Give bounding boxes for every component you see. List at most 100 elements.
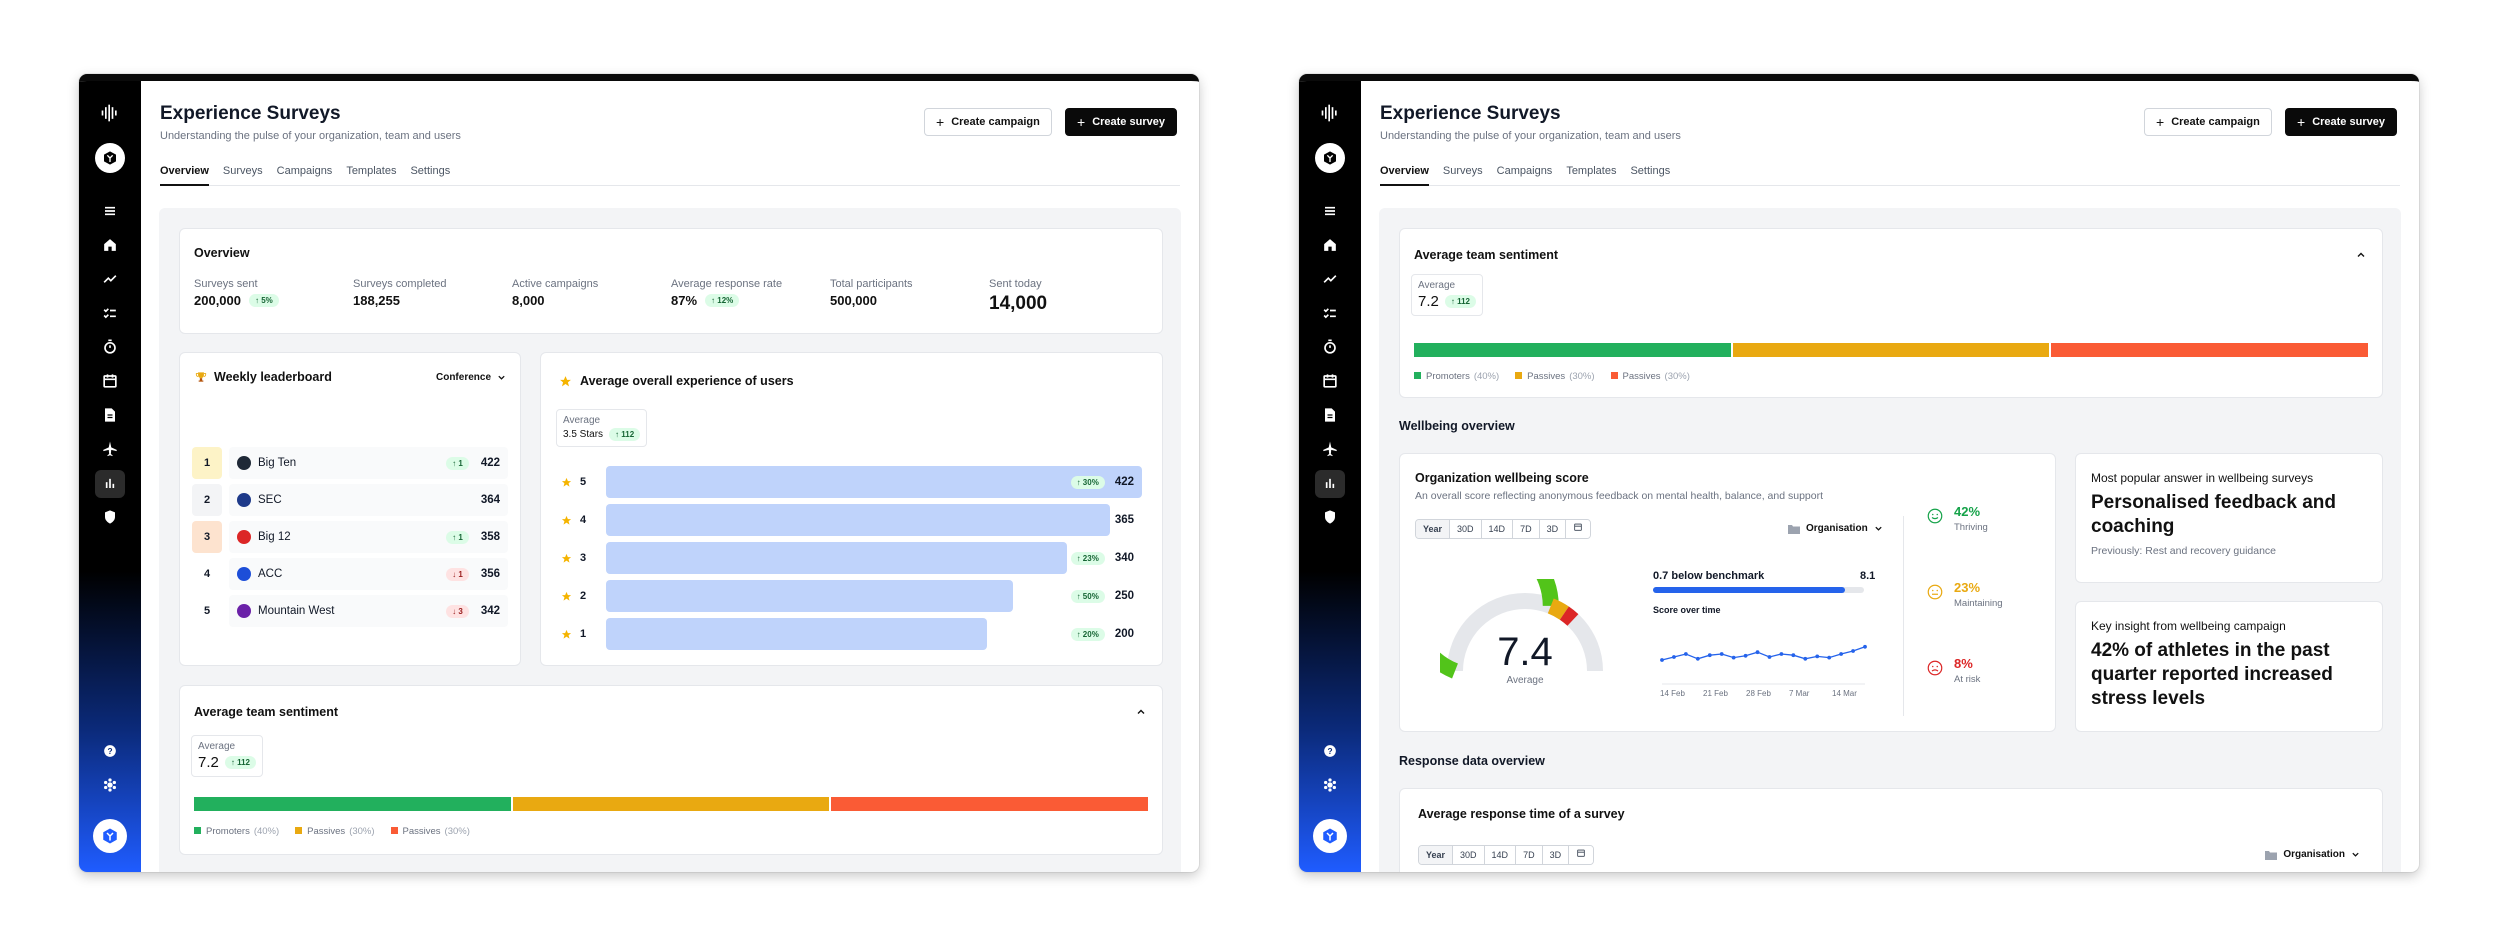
sentiment-bar bbox=[194, 797, 1148, 811]
trend-icon[interactable] bbox=[1299, 269, 1361, 289]
range-option[interactable]: 7D bbox=[1513, 520, 1540, 538]
rating-track: ↑ 20% 200 bbox=[606, 618, 1142, 650]
organisation-dropdown[interactable]: Organisation bbox=[1788, 523, 1883, 534]
neutral-face-icon bbox=[1927, 584, 1943, 600]
sentiment-title: Average team sentiment bbox=[194, 705, 339, 719]
range-option[interactable]: Year bbox=[1419, 846, 1454, 864]
create-campaign-button[interactable]: + Create campaign bbox=[2144, 108, 2272, 136]
checklist-icon[interactable] bbox=[1299, 303, 1361, 323]
stat-value: 87% ↑ 12% bbox=[671, 293, 830, 308]
tab-surveys[interactable]: Surveys bbox=[1442, 165, 1483, 177]
range-option[interactable]: 14D bbox=[1481, 520, 1514, 538]
sentiment-bar bbox=[1414, 343, 2368, 357]
waveform-logo-icon[interactable] bbox=[1299, 103, 1361, 123]
calendar-icon[interactable] bbox=[79, 371, 141, 391]
gauge-arc-low bbox=[1559, 606, 1579, 626]
stat-item: Surveys completed 188,255 bbox=[353, 278, 512, 315]
conference-logo-icon bbox=[237, 493, 251, 507]
page-subtitle: Understanding the pulse of your organiza… bbox=[160, 130, 461, 142]
tab-settings[interactable]: Settings bbox=[410, 165, 451, 177]
tab-templates[interactable]: Templates bbox=[1566, 165, 1617, 177]
conference-dropdown[interactable]: Conference bbox=[436, 372, 506, 383]
chevron-up-icon[interactable] bbox=[2356, 250, 2366, 260]
home-icon[interactable] bbox=[1299, 235, 1361, 255]
waveform-logo-icon[interactable] bbox=[79, 103, 141, 123]
range-option[interactable]: 14D bbox=[1484, 846, 1517, 864]
benchmark-text: 0.7 below benchmark bbox=[1653, 570, 1765, 582]
range-option[interactable]: Year bbox=[1416, 520, 1451, 538]
create-campaign-label: Create campaign bbox=[2171, 116, 2260, 128]
leaderboard-row[interactable]: 5 Mountain West ↓ 3 342 bbox=[192, 595, 508, 627]
menu-icon[interactable] bbox=[1299, 201, 1361, 221]
tab-settings[interactable]: Settings bbox=[1630, 165, 1671, 177]
settings-icon[interactable] bbox=[79, 775, 141, 795]
document-icon[interactable] bbox=[1299, 405, 1361, 425]
shield-icon[interactable] bbox=[79, 507, 141, 527]
timer-icon[interactable] bbox=[1299, 337, 1361, 357]
avatar-logo-icon[interactable] bbox=[1299, 819, 1361, 853]
timer-icon[interactable] bbox=[79, 337, 141, 357]
trend-point bbox=[1791, 653, 1796, 658]
tab-surveys[interactable]: Surveys bbox=[222, 165, 263, 177]
tab-templates[interactable]: Templates bbox=[346, 165, 397, 177]
legend-pct: (30%) bbox=[444, 826, 470, 837]
trend-point bbox=[1743, 653, 1748, 658]
trend-line bbox=[1661, 646, 1866, 661]
mood-label: Thriving bbox=[1954, 522, 1988, 533]
stat-label: Total participants bbox=[830, 278, 913, 290]
leaderboard-row[interactable]: 4 ACC ↓ 1 356 bbox=[192, 558, 508, 590]
tab-overview[interactable]: Overview bbox=[1380, 162, 1429, 186]
stat-item: Average response rate 87% ↑ 12% bbox=[671, 278, 830, 315]
bar-chart-icon[interactable] bbox=[79, 473, 141, 493]
leaderboard-row[interactable]: 3 Big 12 ↑ 1 358 bbox=[192, 521, 508, 553]
calendar-icon bbox=[1574, 523, 1582, 531]
checklist-icon[interactable] bbox=[79, 303, 141, 323]
chevron-up-icon[interactable] bbox=[1136, 707, 1146, 717]
rating-end: ↑ 23% 340 bbox=[1070, 542, 1134, 574]
help-icon[interactable]: ? bbox=[1299, 741, 1361, 761]
hex-logo-icon[interactable] bbox=[79, 143, 141, 173]
svg-text:?: ? bbox=[107, 746, 112, 756]
document-icon[interactable] bbox=[79, 405, 141, 425]
trend-icon[interactable] bbox=[79, 269, 141, 289]
frown-face-icon bbox=[1927, 660, 1943, 676]
menu-icon[interactable] bbox=[79, 201, 141, 221]
range-option[interactable]: 3D bbox=[1542, 846, 1570, 864]
calendar-range-button[interactable] bbox=[1566, 520, 1591, 538]
content-area: Overview Surveys sent 200,000 ↑ 5% Surveys … bbox=[159, 208, 1181, 872]
hex-logo-icon[interactable] bbox=[1299, 143, 1361, 173]
gauge-arc-mid bbox=[1547, 598, 1569, 620]
rating-bar bbox=[606, 580, 1014, 612]
stat-item: Surveys sent 200,000 ↑ 5% bbox=[194, 278, 353, 315]
create-campaign-button[interactable]: + Create campaign bbox=[924, 108, 1052, 136]
plane-icon[interactable] bbox=[79, 439, 141, 459]
plane-icon[interactable] bbox=[1299, 439, 1361, 459]
folder-icon bbox=[1788, 524, 1800, 534]
calendar-icon[interactable] bbox=[1299, 371, 1361, 391]
leaderboard-row[interactable]: 2 SEC 364 bbox=[192, 484, 508, 516]
tab-campaigns[interactable]: Campaigns bbox=[276, 165, 333, 177]
range-option[interactable]: 7D bbox=[1516, 846, 1543, 864]
leaderboard-row[interactable]: 1 Big Ten ↑ 1 422 bbox=[192, 447, 508, 479]
home-icon[interactable] bbox=[79, 235, 141, 255]
settings-icon[interactable] bbox=[1299, 775, 1361, 795]
range-option[interactable]: 30D bbox=[1453, 846, 1485, 864]
response-organisation-dropdown[interactable]: Organisation bbox=[2265, 849, 2360, 860]
help-icon[interactable]: ? bbox=[79, 741, 141, 761]
shield-icon[interactable] bbox=[1299, 507, 1361, 527]
tab-overview[interactable]: Overview bbox=[160, 162, 209, 186]
rank-change-badge: ↓ 3 bbox=[446, 604, 469, 618]
calendar-range-button[interactable] bbox=[1569, 846, 1594, 864]
range-option[interactable]: 30D bbox=[1450, 520, 1482, 538]
create-survey-button[interactable]: + Create survey bbox=[1065, 108, 1177, 136]
bar-chart-icon[interactable] bbox=[1299, 473, 1361, 493]
avatar-logo-icon[interactable] bbox=[79, 819, 141, 853]
create-survey-button[interactable]: + Create survey bbox=[2285, 108, 2397, 136]
range-option[interactable]: 3D bbox=[1539, 520, 1567, 538]
mood-text: 23% Maintaining bbox=[1954, 580, 2003, 609]
rank-change-badge: ↓ 1 bbox=[446, 567, 469, 581]
trend-x-tick: 28 Feb bbox=[1746, 689, 1771, 698]
rating-count: 422 bbox=[1114, 476, 1134, 488]
tab-campaigns[interactable]: Campaigns bbox=[1496, 165, 1553, 177]
score-trend-chart: 14 Feb 21 Feb 28 Feb 7 Mar 14 Mar bbox=[1660, 644, 1867, 698]
